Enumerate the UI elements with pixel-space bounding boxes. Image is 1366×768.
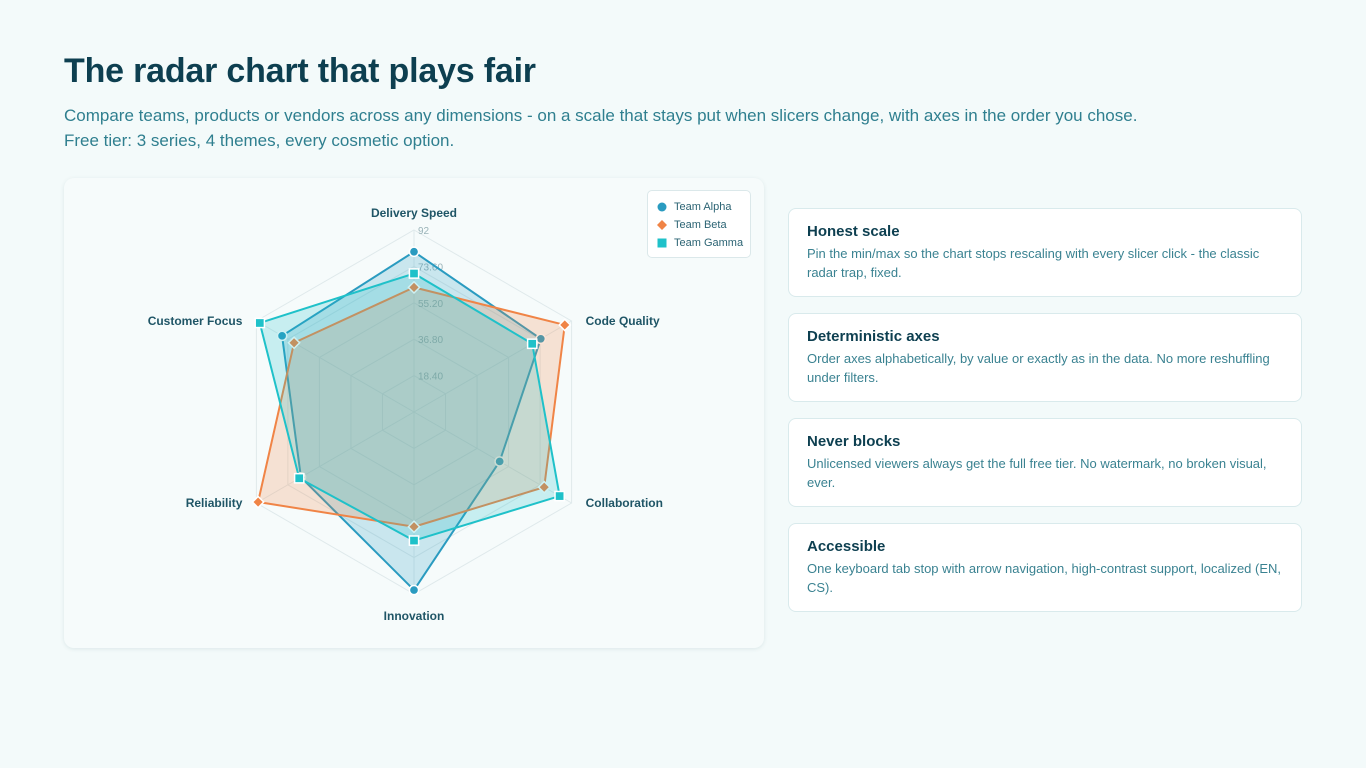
data-point[interactable] [408,584,420,596]
radar-axis-labels: Delivery Speed Code Quality Collaboration I… [148,206,663,623]
axis-label-collaboration: Collaboration [586,496,663,510]
legend-label: Team Alpha [674,201,732,213]
feature-card: Deterministic axes Order axes alphabetic… [788,313,1302,402]
feature-card: Never blocks Unlicensed viewers always g… [788,418,1302,507]
square-marker-icon [657,238,667,248]
feature-card: Accessible One keyboard tab stop with ar… [788,523,1302,612]
data-point[interactable] [537,480,551,494]
legend-item-team-alpha[interactable]: Team Alpha [657,198,750,216]
tick-label: 73.60 [418,262,443,273]
series-team-alpha[interactable] [276,246,547,596]
tick-label: 92 [418,226,430,237]
data-point[interactable] [554,490,565,502]
data-point[interactable] [526,338,538,350]
data-point[interactable] [408,246,420,258]
axis-label-code-quality: Code Quality [586,314,660,328]
data-point[interactable] [408,535,420,546]
axis-label-delivery-speed: Delivery Speed [371,206,457,220]
data-point[interactable] [293,472,305,484]
data-point[interactable] [558,318,572,332]
feature-title: Honest scale [807,223,900,240]
page-title: The radar chart that plays fair [64,52,536,90]
feature-title: Never blocks [807,433,901,450]
feature-description: Unlicensed viewers always get the full f… [807,456,1267,490]
data-point[interactable] [494,456,506,467]
data-point[interactable] [407,520,421,534]
feature-title: Accessible [807,538,886,555]
legend-item-team-gamma[interactable]: Team Gamma [657,234,750,252]
page-subtitle: Compare teams, products or vendors acros… [64,103,1264,153]
series-team-gamma[interactable] [254,268,565,546]
diamond-marker-icon [657,220,667,230]
axis-label-customer-focus: Customer Focus [148,314,243,328]
feature-list: Honest scale Pin the min/max so the char… [788,208,1302,628]
axis-label-reliability: Reliability [186,496,243,510]
series-team-beta[interactable] [251,280,572,534]
legend-label: Team Beta [674,219,727,231]
radar-tick-labels: 18.40 36.80 55.20 73.60 92 [418,226,443,383]
feature-description: Order axes alphabetically, by value or e… [807,351,1270,385]
feature-card: Honest scale Pin the min/max so the char… [788,208,1302,297]
circle-marker-icon [657,202,667,212]
axis-label-innovation: Innovation [384,609,445,623]
radar-chart-card[interactable]: 18.40 36.80 55.20 73.60 92 Delivery Speed Cod… [64,178,764,648]
tick-label: 36.80 [418,335,443,346]
feature-title: Deterministic axes [807,328,940,345]
legend-item-team-beta[interactable]: Team Beta [657,216,750,234]
radar-series[interactable] [251,246,572,596]
data-point[interactable] [276,330,288,342]
feature-description: One keyboard tab stop with arrow navigat… [807,561,1282,595]
data-point[interactable] [251,495,265,509]
legend-label: Team Gamma [674,237,744,249]
data-point[interactable] [407,280,421,295]
data-point[interactable] [287,336,301,350]
radar-chart[interactable]: 18.40 36.80 55.20 73.60 92 Delivery Speed Cod… [64,178,764,648]
subtitle-line-2: Free tier: 3 series, 4 themes, every cos… [64,131,455,150]
subtitle-line-1: Compare teams, products or vendors acros… [64,106,1138,125]
grid-spoke [256,411,415,504]
data-point[interactable] [254,317,266,329]
tick-label: 55.20 [418,299,443,310]
chart-legend[interactable]: Team Alpha Team Beta Team Gamma [647,190,751,258]
data-point[interactable] [408,268,420,279]
tick-label: 18.40 [418,372,443,383]
feature-description: Pin the min/max so the chart stops resca… [807,246,1260,280]
